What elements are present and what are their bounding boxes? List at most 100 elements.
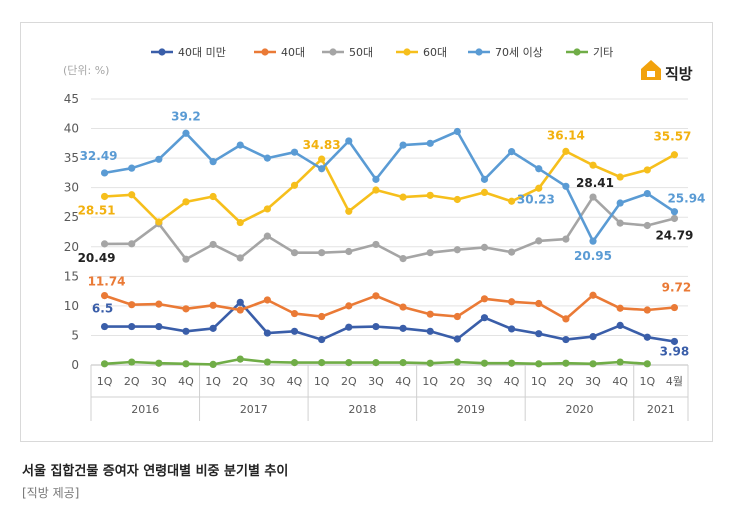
x-tick-label: 3Q (477, 375, 493, 388)
data-point (263, 205, 271, 213)
x-tick-label: 3Q (585, 375, 601, 388)
data-point (290, 327, 299, 335)
data-point (236, 254, 244, 262)
data-point (290, 309, 299, 318)
data-point (263, 296, 271, 304)
axis-layer: 0 5 10 15 20 25 30 35 40 45 1Q 2Q 3Q 4Q 1Q 2Q 3Q 4Q 1Q 2Q 3Q… (64, 92, 689, 421)
data-label: 6.5 (92, 302, 113, 316)
series-group (100, 355, 651, 369)
x-tick-label: 2Q (450, 375, 466, 388)
legend-marker (475, 48, 483, 56)
data-point (399, 255, 407, 263)
year-label: 2020 (565, 403, 593, 416)
data-point (508, 248, 516, 256)
y-tick-label: 40 (64, 122, 79, 136)
data-point (643, 189, 651, 198)
x-tick-label: 4Q (612, 375, 628, 388)
data-point (399, 193, 407, 201)
data-label: 35.57 (653, 130, 691, 144)
house-window (647, 71, 655, 77)
data-point (562, 335, 570, 344)
data-point (453, 335, 461, 343)
data-point (480, 175, 489, 183)
data-point (616, 219, 624, 227)
series-line (104, 150, 676, 224)
data-point (643, 333, 651, 341)
data-point (643, 360, 651, 368)
x-tick-label: 2Q (124, 375, 140, 388)
data-label: 20.95 (574, 249, 612, 263)
data-point (453, 246, 461, 254)
data-point (508, 197, 516, 205)
data-point (128, 240, 136, 248)
unit-label: (단위: %) (63, 64, 109, 77)
data-point (480, 359, 489, 367)
y-tick-label: 10 (64, 299, 79, 313)
data-point (426, 249, 434, 257)
data-point (236, 218, 244, 227)
data-point (372, 359, 380, 367)
data-point (616, 173, 624, 181)
data-point (128, 322, 136, 331)
year-label: 2017 (240, 403, 268, 416)
data-point (426, 310, 434, 318)
data-label: 20.49 (78, 251, 116, 265)
data-point (182, 129, 190, 137)
data-point (426, 359, 434, 367)
data-point (508, 359, 516, 367)
x-tick-label: 1Q (531, 375, 547, 388)
data-point (100, 240, 109, 248)
legend-label: 40대 (281, 46, 305, 59)
data-point (318, 359, 326, 367)
data-point (209, 158, 217, 166)
legend-label: 40대 미만 (178, 46, 226, 59)
data-label: 32.49 (80, 149, 118, 163)
data-point (290, 181, 299, 189)
data-point (535, 330, 543, 338)
x-tick-label: 3Q (368, 375, 384, 388)
data-point (453, 195, 461, 204)
data-point (290, 249, 299, 257)
data-point (508, 148, 516, 156)
data-point (263, 154, 271, 162)
data-point (562, 315, 570, 323)
data-point (670, 208, 679, 216)
data-point (209, 240, 217, 249)
brand-logo: 직방 (641, 60, 693, 83)
data-point (100, 192, 109, 201)
data-point (670, 337, 679, 346)
data-point (182, 360, 190, 368)
brand-name: 직방 (665, 65, 693, 83)
x-tick-label: 2Q (341, 375, 357, 388)
x-tick-label: 1Q (97, 375, 113, 388)
y-tick-label: 20 (64, 240, 79, 254)
data-point (318, 312, 326, 321)
data-label-layer: 6.5 3.98 11.74 9.72 20.49 28.41 24.79 28.51 34.8… (78, 109, 706, 358)
data-point (426, 191, 434, 199)
data-point (372, 186, 380, 194)
series-line (104, 301, 675, 343)
data-point (562, 182, 570, 190)
data-point (209, 360, 217, 369)
data-point (345, 302, 353, 310)
data-point (128, 191, 136, 199)
data-point (128, 164, 136, 172)
x-tick-label: 2Q (558, 375, 574, 388)
series-line (104, 130, 676, 243)
data-point (453, 127, 461, 136)
data-point (562, 147, 570, 155)
series-line (104, 195, 675, 261)
x-tick-label: 1Q (639, 375, 655, 388)
data-point (589, 193, 597, 201)
data-point (372, 240, 380, 249)
data-point (480, 295, 489, 303)
x-tick-label: 3Q (151, 375, 167, 388)
data-point (155, 155, 163, 163)
data-point (345, 359, 353, 367)
y-tick-label: 30 (64, 181, 79, 195)
data-point (100, 292, 109, 300)
data-point (263, 232, 271, 240)
year-label: 2019 (457, 403, 485, 416)
data-point (155, 218, 163, 226)
data-point (589, 360, 597, 368)
